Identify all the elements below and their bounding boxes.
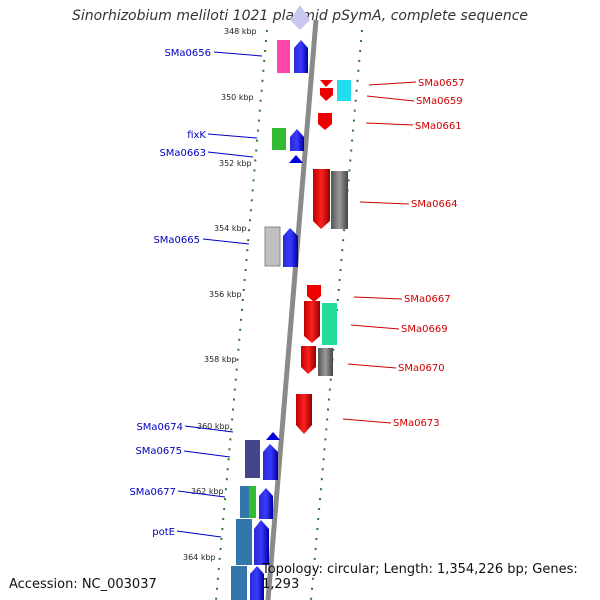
- tick-label: 348 kbp: [224, 27, 257, 36]
- tick-label: 360 kbp: [197, 422, 230, 431]
- tick-label: 356 kbp: [209, 290, 242, 299]
- gene-arrow: [307, 285, 321, 302]
- backbone: [265, 19, 319, 600]
- gene-arrow: [283, 228, 298, 267]
- gene-label: SMa0674: [136, 422, 183, 433]
- accession-label: Accession: NC_003037: [9, 577, 157, 592]
- gene-label: potE: [152, 527, 175, 538]
- gene-label: SMa0670: [398, 363, 445, 374]
- gene-arrow: [318, 113, 332, 130]
- gene-block: [249, 486, 256, 518]
- gene-block: [322, 303, 337, 345]
- gene-label: SMa0664: [411, 199, 458, 210]
- gene-block: [264, 226, 281, 267]
- gene-label: SMa0677: [129, 487, 176, 498]
- gene-arrow: [320, 80, 333, 87]
- gene-arrow: [259, 488, 273, 519]
- reverse-genes: [296, 80, 351, 434]
- gene-label: fixK: [187, 130, 206, 141]
- gene-label: SMa0675: [135, 446, 182, 457]
- gene-label: SMa0673: [393, 418, 440, 429]
- tick-label: 358 kbp: [204, 355, 237, 364]
- gene-arrow: [290, 129, 304, 151]
- gene-arrow: [296, 394, 312, 434]
- gene-label: SMa0663: [159, 148, 206, 159]
- gene-block: [245, 440, 260, 478]
- tick-label: 362 kbp: [191, 487, 224, 496]
- gene-arrow: [313, 169, 330, 229]
- gene-label: SMa0667: [404, 294, 451, 305]
- gene-label: SMa0657: [418, 78, 465, 89]
- gene-block: [318, 348, 333, 376]
- forward-labels: SMa0656 fixK SMa0663 SMa0665 SMa0674 SMa…: [129, 48, 211, 538]
- gene-label: SMa0661: [415, 121, 462, 132]
- gene-label: SMa0659: [416, 96, 463, 107]
- topology-label: Topology: circular; Length: 1,354,226 bp…: [262, 562, 578, 592]
- backbone-top-marker: [290, 5, 310, 30]
- gene-block: [331, 171, 348, 229]
- gene-block: [240, 486, 250, 518]
- tick-label: 352 kbp: [219, 159, 252, 168]
- gene-arrow: [320, 88, 333, 101]
- forward-genes: [231, 40, 308, 600]
- gene-block: [277, 40, 290, 73]
- gene-label: SMa0656: [164, 48, 211, 59]
- reverse-labels: SMa0657 SMa0659 SMa0661 SMa0664 SMa0667 …: [393, 78, 465, 429]
- gene-block: [272, 128, 286, 150]
- gene-label: SMa0665: [153, 235, 200, 246]
- tick-label: 354 kbp: [214, 224, 247, 233]
- tick-label: 350 kbp: [221, 93, 254, 102]
- gene-arrow: [294, 40, 308, 73]
- gene-arrow: [263, 444, 278, 480]
- gene-block: [231, 566, 247, 600]
- gene-arrow: [289, 155, 303, 163]
- tick-labels: 348 kbp 350 kbp 352 kbp 354 kbp 356 kbp …: [183, 27, 257, 562]
- gene-arrow: [250, 566, 264, 600]
- gene-arrow: [266, 432, 280, 440]
- gene-block: [337, 80, 351, 101]
- leader-lines: [176, 51, 417, 538]
- gene-arrow: [254, 520, 269, 565]
- gene-arrow: [304, 301, 320, 343]
- gene-arrow: [301, 346, 316, 374]
- gene-block: [236, 519, 252, 565]
- tick-label: 364 kbp: [183, 553, 216, 562]
- gene-label: SMa0669: [401, 324, 448, 335]
